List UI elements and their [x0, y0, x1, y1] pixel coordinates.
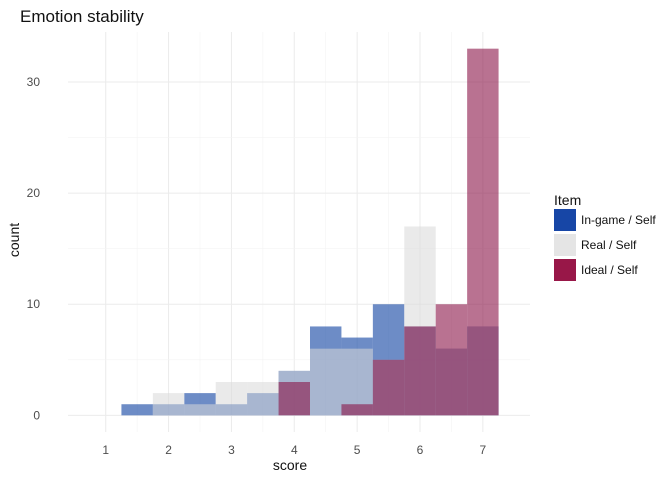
x-axis-ticks: 1 2 3 4 5 6 7 — [102, 443, 486, 457]
y-tick-label: 0 — [33, 408, 40, 422]
legend: Item In-game / Self Real / Self Ideal / Se… — [554, 192, 656, 281]
legend-swatch — [554, 259, 576, 281]
series-2 — [278, 48, 499, 416]
bar — [435, 304, 468, 416]
legend-swatch — [554, 234, 576, 256]
y-tick-label: 20 — [27, 186, 41, 200]
bar — [278, 382, 310, 416]
legend-title: Item — [554, 192, 581, 208]
x-tick-label: 7 — [480, 443, 487, 457]
bar — [341, 348, 373, 416]
x-tick-label: 4 — [291, 443, 298, 457]
x-tick-label: 1 — [102, 443, 109, 457]
bar — [247, 382, 279, 416]
chart-title: Emotion stability — [20, 7, 144, 26]
x-tick-label: 6 — [417, 443, 424, 457]
legend-label: Ideal / Self — [581, 263, 638, 277]
x-tick-label: 2 — [165, 443, 172, 457]
bar — [152, 393, 185, 416]
bar — [341, 404, 373, 416]
x-tick-label: 3 — [228, 443, 235, 457]
legend-label: Real / Self — [581, 238, 637, 252]
y-tick-label: 30 — [27, 75, 41, 89]
y-axis-title: count — [6, 223, 22, 257]
bar — [372, 359, 405, 416]
bar — [404, 326, 436, 416]
y-axis-ticks: 0 10 20 30 — [27, 75, 41, 422]
x-tick-label: 5 — [354, 443, 361, 457]
bars — [121, 48, 499, 416]
x-axis-title: score — [273, 457, 307, 473]
bar — [215, 382, 248, 416]
bar — [121, 404, 153, 416]
y-tick-label: 10 — [27, 297, 41, 311]
legend-swatch — [554, 209, 576, 231]
bar — [467, 48, 499, 416]
legend-label: In-game / Self — [581, 213, 656, 227]
bar — [184, 404, 216, 416]
bar — [310, 348, 342, 416]
